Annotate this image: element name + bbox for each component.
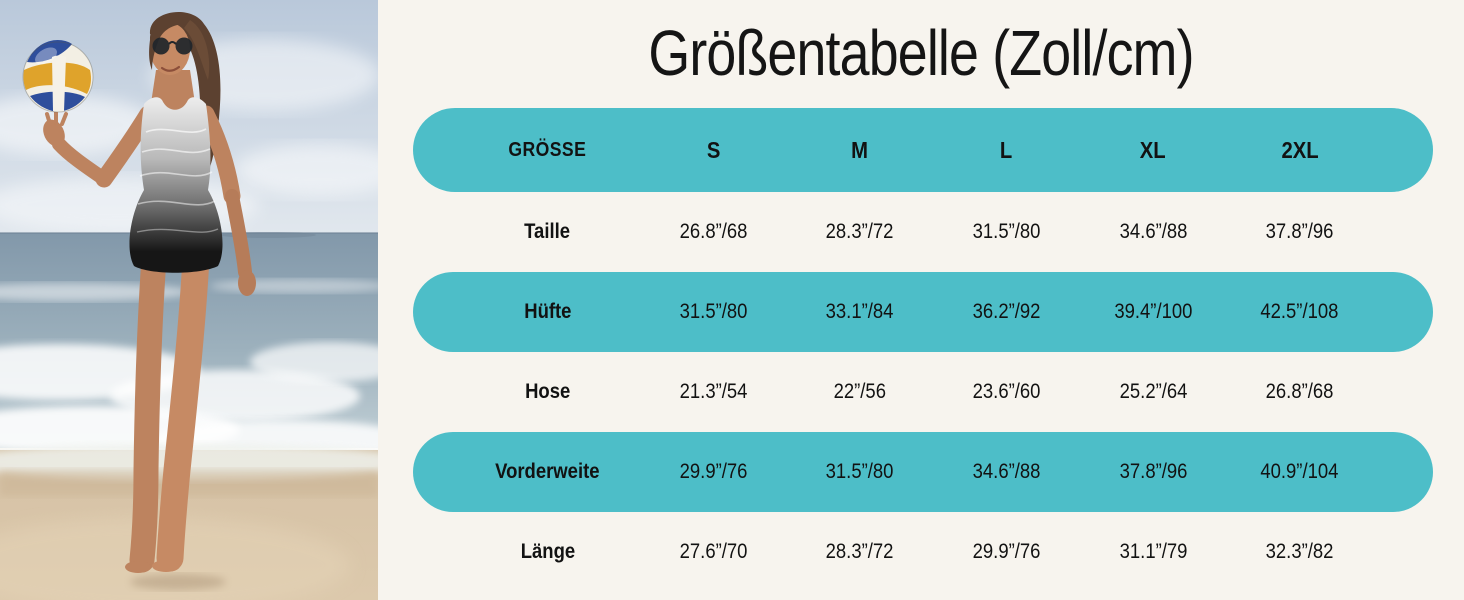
cell-value: 32.3”/82 [1265, 540, 1334, 563]
column-header-2xl: 2XL [1281, 136, 1319, 163]
cell-value: 25.2”/64 [1119, 380, 1187, 403]
cell-value: 28.3”/72 [825, 220, 894, 243]
page-title: Größentabelle (Zoll/cm) [648, 17, 1194, 89]
cell-value: 26.8”/68 [1265, 380, 1334, 403]
cell-value: 36.2”/92 [972, 300, 1041, 323]
model-figure [43, 11, 256, 573]
cell-value: 21.3”/54 [679, 380, 748, 403]
cell-value: 33.1”/84 [825, 300, 894, 323]
column-header-l: L [1000, 136, 1013, 163]
table-header-row: GRÖSSE S M L XL 2XL [413, 108, 1433, 192]
cell-value: 23.6”/60 [972, 380, 1041, 403]
table-row-laenge: Länge 27.6”/70 28.3”/72 29.9”/76 31.1”/7… [413, 512, 1433, 592]
cell-value: 28.3”/72 [825, 540, 894, 563]
size-chart-panel: Größentabelle (Zoll/cm) GRÖSSE S M L XL … [378, 0, 1464, 600]
cell-value: 37.8”/96 [1265, 220, 1334, 243]
cell-value: 34.6”/88 [1119, 220, 1187, 243]
cell-value: 22”/56 [833, 380, 887, 403]
cell-value: 40.9”/104 [1260, 460, 1339, 483]
cell-value: 26.8”/68 [679, 220, 748, 243]
column-header-xl: XL [1140, 136, 1167, 163]
row-label: Hüfte [523, 300, 572, 323]
cell-value: 31.5”/80 [679, 300, 748, 323]
cell-value: 27.6”/70 [679, 540, 748, 563]
cell-value: 29.9”/76 [972, 540, 1041, 563]
cell-value: 39.4”/100 [1114, 300, 1193, 323]
row-label: Taille [524, 220, 571, 243]
table-row-taille: Taille 26.8”/68 28.3”/72 31.5”/80 34.6”/… [413, 192, 1433, 272]
cell-value: 29.9”/76 [679, 460, 748, 483]
cell-value: 42.5”/108 [1260, 300, 1339, 323]
row-label: Hose [524, 380, 571, 403]
model-photo [0, 0, 378, 600]
column-header-m: M [851, 136, 869, 163]
row-label: Länge [520, 540, 575, 563]
cell-value: 31.5”/80 [825, 460, 894, 483]
size-table: GRÖSSE S M L XL 2XL Taille 26.8”/68 28.3… [413, 108, 1433, 592]
cell-value: 34.6”/88 [972, 460, 1041, 483]
cell-value: 37.8”/96 [1119, 460, 1187, 483]
cell-value: 31.5”/80 [972, 220, 1041, 243]
column-header-groesse: GRÖSSE [508, 138, 587, 161]
table-row-huefte: Hüfte 31.5”/80 33.1”/84 36.2”/92 39.4”/1… [413, 272, 1433, 352]
table-row-vorderweite: Vorderweite 29.9”/76 31.5”/80 34.6”/88 3… [413, 432, 1433, 512]
table-row-hose: Hose 21.3”/54 22”/56 23.6”/60 25.2”/64 2… [413, 352, 1433, 432]
row-label: Vorderweite [495, 460, 600, 483]
column-header-s: S [706, 136, 721, 163]
volleyball [22, 39, 94, 113]
beach-scene-illustration [0, 0, 378, 600]
cell-value: 31.1”/79 [1119, 540, 1187, 563]
